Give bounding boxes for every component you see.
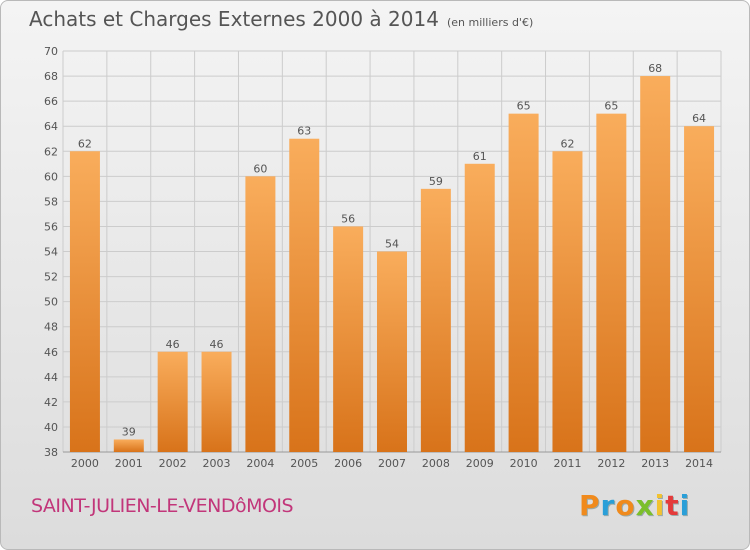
x-tick-label: 2014 <box>685 457 713 470</box>
y-tick-label: 54 <box>44 246 58 259</box>
x-tick-label: 2001 <box>115 457 143 470</box>
bar <box>377 251 407 452</box>
data-label: 60 <box>253 162 267 175</box>
y-tick-label: 56 <box>44 220 58 233</box>
y-tick-label: 60 <box>44 170 58 183</box>
data-label: 56 <box>341 212 355 225</box>
logo-letter: i <box>654 489 666 522</box>
data-label: 62 <box>560 137 574 150</box>
chart-title-text: Achats et Charges Externes 2000 à 2014 <box>29 7 439 31</box>
x-tick-label: 2006 <box>334 457 362 470</box>
y-tick-label: 44 <box>44 371 58 384</box>
x-tick-label: 2004 <box>246 457 274 470</box>
bar <box>157 351 188 452</box>
proxiti-logo[interactable]: Proxiti <box>579 489 690 522</box>
x-tick-label: 2011 <box>553 457 581 470</box>
label-layer: 38 40 42 44 46 48 50 52 54 56 58 60 62 64 66 68 70 62 2000… <box>44 45 713 470</box>
y-tick-label: 58 <box>44 195 58 208</box>
bar <box>640 76 671 452</box>
bar <box>508 113 539 452</box>
data-label: 63 <box>297 125 311 138</box>
bar <box>596 113 627 452</box>
bar <box>464 163 495 452</box>
y-tick-label: 64 <box>44 120 58 133</box>
data-label: 54 <box>385 238 399 251</box>
data-label: 39 <box>122 425 136 438</box>
data-label: 46 <box>210 338 224 351</box>
x-tick-label: 2007 <box>378 457 406 470</box>
logo-letter: r <box>600 489 616 522</box>
bar <box>201 351 232 452</box>
bar <box>684 126 715 452</box>
logo-letter: i <box>679 489 691 522</box>
x-tick-label: 2010 <box>510 457 538 470</box>
y-tick-label: 46 <box>44 346 58 359</box>
x-tick-label: 2009 <box>466 457 494 470</box>
bar <box>113 439 144 452</box>
logo-letter: t <box>665 489 680 522</box>
bar <box>552 151 583 452</box>
logo-letter: x <box>635 489 655 522</box>
x-tick-label: 2002 <box>159 457 187 470</box>
y-tick-label: 38 <box>44 446 58 459</box>
data-label: 61 <box>473 150 487 163</box>
bar <box>69 151 100 452</box>
x-tick-label: 2013 <box>641 457 669 470</box>
data-label: 68 <box>648 62 662 75</box>
chart-unit: (en milliers d'€) <box>446 16 534 29</box>
data-label: 46 <box>166 338 180 351</box>
bar <box>245 176 276 452</box>
y-tick-label: 70 <box>44 45 58 58</box>
x-tick-label: 2003 <box>203 457 231 470</box>
y-tick-label: 42 <box>44 396 58 409</box>
data-label: 64 <box>692 112 706 125</box>
y-tick-label: 62 <box>44 145 58 158</box>
y-tick-label: 48 <box>44 321 58 334</box>
y-tick-label: 52 <box>44 271 58 284</box>
y-tick-label: 40 <box>44 421 58 434</box>
chart-title: Achats et Charges Externes 2000 à 2014 (e… <box>29 7 533 31</box>
y-tick-label: 68 <box>44 70 58 83</box>
y-tick-label: 50 <box>44 296 58 309</box>
data-label: 65 <box>517 100 531 113</box>
data-label: 62 <box>78 137 92 150</box>
logo-letter: o <box>615 489 636 522</box>
x-tick-label: 2012 <box>597 457 625 470</box>
bar-layer <box>69 76 715 452</box>
y-tick-label: 66 <box>44 95 58 108</box>
x-tick-label: 2008 <box>422 457 450 470</box>
data-label: 59 <box>429 175 443 188</box>
x-tick-label: 2000 <box>71 457 99 470</box>
x-tick-label: 2005 <box>290 457 318 470</box>
commune-name: SAINT-JULIEN-LE-VENDôMOIS <box>31 495 294 517</box>
bar <box>333 226 364 452</box>
bar <box>289 138 320 452</box>
data-label: 65 <box>604 100 618 113</box>
bar <box>420 188 451 452</box>
logo-letter: P <box>579 489 601 522</box>
